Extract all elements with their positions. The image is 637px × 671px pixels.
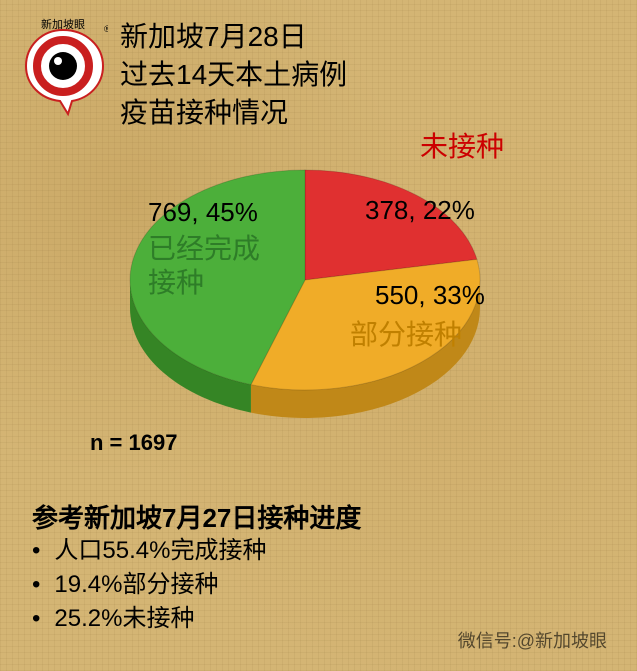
label-partial-category: 部分接种: [350, 318, 462, 352]
label-fully-category: 已经完成接种: [148, 232, 260, 300]
reference-title: 参考新加坡7月27日接种进度: [32, 498, 361, 535]
logo-registered: ®: [104, 24, 108, 34]
reference-item-1: 人口55.4%完成接种: [32, 534, 266, 568]
label-partial-data: 550, 33%: [375, 278, 485, 312]
logo-pupil: [49, 52, 77, 80]
chart-title: 新加坡7月28日 过去14天本土病例 疫苗接种情况: [120, 18, 347, 132]
logo-text: 新加坡眼: [41, 18, 85, 31]
logo-svg: 新加坡眼 ®: [18, 18, 108, 118]
label-unvaccinated-category: 未接种: [420, 130, 504, 164]
reference-item-2: 19.4%部分接种: [32, 568, 266, 602]
label-fully-data: 769, 45%: [148, 195, 258, 229]
label-unvaccinated-data: 378, 22%: [365, 193, 475, 227]
logo-highlight: [54, 57, 62, 65]
title-line-1: 新加坡7月28日: [120, 18, 347, 56]
title-line-2: 过去14天本土病例: [120, 56, 347, 94]
reference-item-3: 25.2%未接种: [32, 602, 266, 636]
reference-list: 人口55.4%完成接种 19.4%部分接种 25.2%未接种: [32, 534, 266, 636]
n-total-label: n = 1697: [90, 430, 177, 456]
watermark-wechat: 微信号:@新加坡眼: [458, 627, 607, 653]
title-line-3: 疫苗接种情况: [120, 94, 347, 132]
brand-logo: 新加坡眼 ®: [18, 18, 108, 118]
